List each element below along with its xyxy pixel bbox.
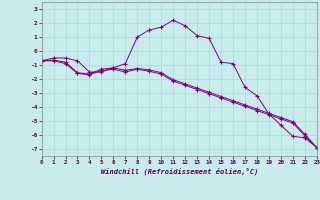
X-axis label: Windchill (Refroidissement éolien,°C): Windchill (Refroidissement éolien,°C) (100, 168, 258, 175)
